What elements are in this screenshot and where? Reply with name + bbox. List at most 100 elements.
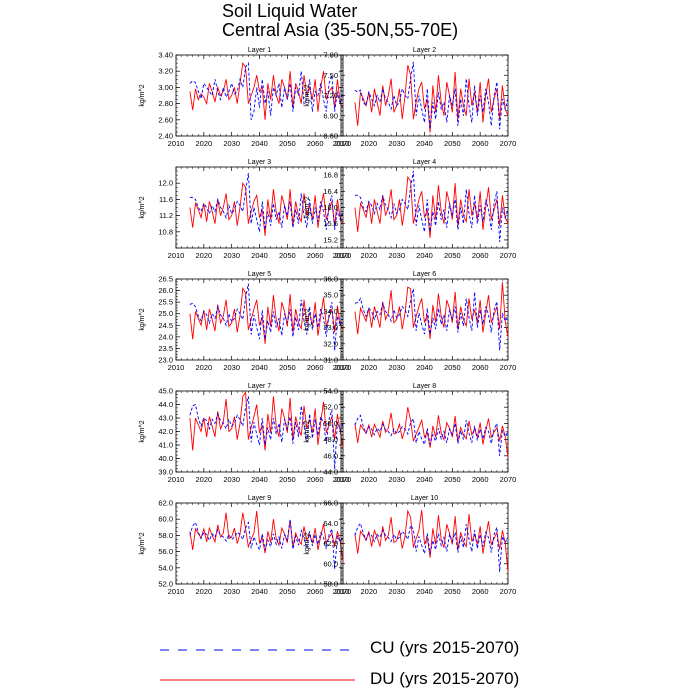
x-tick-label: 2030 [223,139,240,148]
y-tick-label: 64.0 [323,519,338,528]
x-tick-label: 2030 [388,251,405,260]
y-tick-label: 40.0 [158,454,173,463]
y-tick-label: 2.60 [158,115,173,124]
y-tick-label: 7.50 [323,71,338,80]
y-tick-label: 62.0 [158,499,173,508]
y-tick-label: 58.0 [323,580,338,589]
x-tick-label: 2070 [500,251,517,260]
x-tick-label: 2010 [168,139,185,148]
x-tick-label: 2040 [416,475,433,484]
x-tick-label: 2010 [333,475,350,484]
series-line-du-layer-7 [189,391,344,451]
panel-layer-1: Layer 1 kg/m^2 2010 2020 2030 2040 2050 2060 207… [139,47,351,148]
panel-layer-2: Layer 2 kg/m^2 2010 2020 2030 2040 2050 2060 207… [304,47,516,148]
y-tick-label: 35.0 [323,291,338,300]
series-line-cu-layer-9 [189,519,344,570]
y-axis-label-layer-9: kg/m^2 [139,532,146,554]
figure-title-line-2: Central Asia (35-50N,55-70E) [222,20,459,40]
series-line-du-layer-3 [189,181,344,236]
y-tick-label: 25.0 [158,309,173,318]
series-line-cu-layer-5 [189,283,344,351]
y-tick-label: 66.0 [323,499,338,508]
x-tick-label: 2030 [388,475,405,484]
x-tick-label: 2020 [195,139,212,148]
plot-frame-layer-2 [340,54,509,137]
y-tick-label: 24.5 [158,321,173,330]
series-line-du-layer-10 [354,509,509,572]
x-tick-label: 2060 [307,475,324,484]
series-line-cu-layer-2 [354,61,509,130]
y-tick-label: 62.0 [323,539,338,548]
x-tick-label: 2030 [388,139,405,148]
x-tick-label: 2060 [472,251,489,260]
y-axis-label-layer-2: kg/m^2 [304,84,311,106]
x-tick-label: 2040 [416,139,433,148]
x-tick-label: 2020 [360,139,377,148]
panel-title-layer-2: Layer 2 [413,47,436,54]
panel-layer-8: Layer 8 kg/m^2 2010 2020 2030 2040 2050 2060 207… [304,383,516,484]
y-tick-label: 41.0 [158,441,173,450]
x-tick-label: 2040 [251,363,268,372]
y-tick-label: 54.0 [323,387,338,396]
x-tick-label: 2050 [279,475,296,484]
x-tick-label: 2020 [360,587,377,596]
panel-layer-5: Layer 5 kg/m^2 2010 2020 2030 2040 2050 2060 207… [139,271,351,372]
y-tick-label: 3.20 [158,67,173,76]
y-tick-label: 43.0 [158,414,173,423]
x-tick-label: 2070 [500,475,517,484]
x-tick-label: 2070 [335,363,352,372]
x-tick-label: 2010 [168,475,185,484]
panel-title-layer-6: Layer 6 [413,271,436,278]
panel-title-layer-8: Layer 8 [413,383,436,390]
y-tick-label: 58.0 [158,531,173,540]
panel-title-layer-5: Layer 5 [248,271,271,278]
series-line-du-layer-8 [354,407,509,458]
series-line-du-layer-2 [354,65,509,133]
y-axis-label-layer-1: kg/m^2 [139,84,146,106]
y-tick-label: 33.0 [323,323,338,332]
x-tick-label: 2060 [307,139,324,148]
plot-frame-layer-3 [175,166,344,249]
legend-entry-cu: CU (yrs 2015-2070) [160,638,580,660]
x-tick-label: 2050 [279,363,296,372]
x-tick-label: 2040 [416,363,433,372]
x-tick-label: 2040 [251,587,268,596]
series-line-du-layer-1 [189,61,344,120]
panel-title-layer-1: Layer 1 [248,47,271,54]
x-tick-label: 2070 [335,475,352,484]
x-tick-label: 2010 [333,363,350,372]
series-line-cu-layer-1 [189,61,344,120]
y-tick-label: 54.0 [158,563,173,572]
plot-frame-layer-8 [340,390,509,473]
x-tick-label: 2020 [360,251,377,260]
y-tick-label: 46.0 [323,451,338,460]
y-tick-label: 56.0 [158,547,173,556]
y-tick-label: 32.0 [323,339,338,348]
y-tick-label: 2.40 [158,132,173,141]
y-tick-label: 3.00 [158,83,173,92]
legend-swatch-cu [160,649,355,651]
x-tick-label: 2010 [333,251,350,260]
panel-title-layer-10: Layer 10 [411,495,438,502]
y-tick-label: 25.5 [158,298,173,307]
y-axis-label-layer-4: kg/m^2 [304,196,311,218]
y-tick-label: 7.80 [323,51,338,60]
x-tick-label: 2030 [223,587,240,596]
panel-layer-7: Layer 7 kg/m^2 2010 2020 2030 2040 2050 2060 207… [139,383,351,484]
x-tick-label: 2060 [472,587,489,596]
plot-frame-layer-5 [175,278,344,361]
y-tick-label: 16.0 [323,203,338,212]
y-tick-label: 15.2 [323,235,338,244]
y-tick-label: 6.90 [323,111,338,120]
series-line-cu-layer-8 [354,414,509,456]
y-tick-label: 44.0 [158,400,173,409]
series-line-du-layer-5 [189,286,344,344]
x-tick-label: 2030 [223,363,240,372]
x-tick-label: 2060 [472,475,489,484]
x-tick-label: 2050 [444,139,461,148]
panel-layer-6: Layer 6 kg/m^2 2010 2020 2030 2040 2050 2060 207… [304,271,516,372]
y-tick-label: 52.0 [158,580,173,589]
x-tick-label: 2040 [416,587,433,596]
x-tick-label: 2060 [472,363,489,372]
y-tick-label: 60.0 [323,559,338,568]
